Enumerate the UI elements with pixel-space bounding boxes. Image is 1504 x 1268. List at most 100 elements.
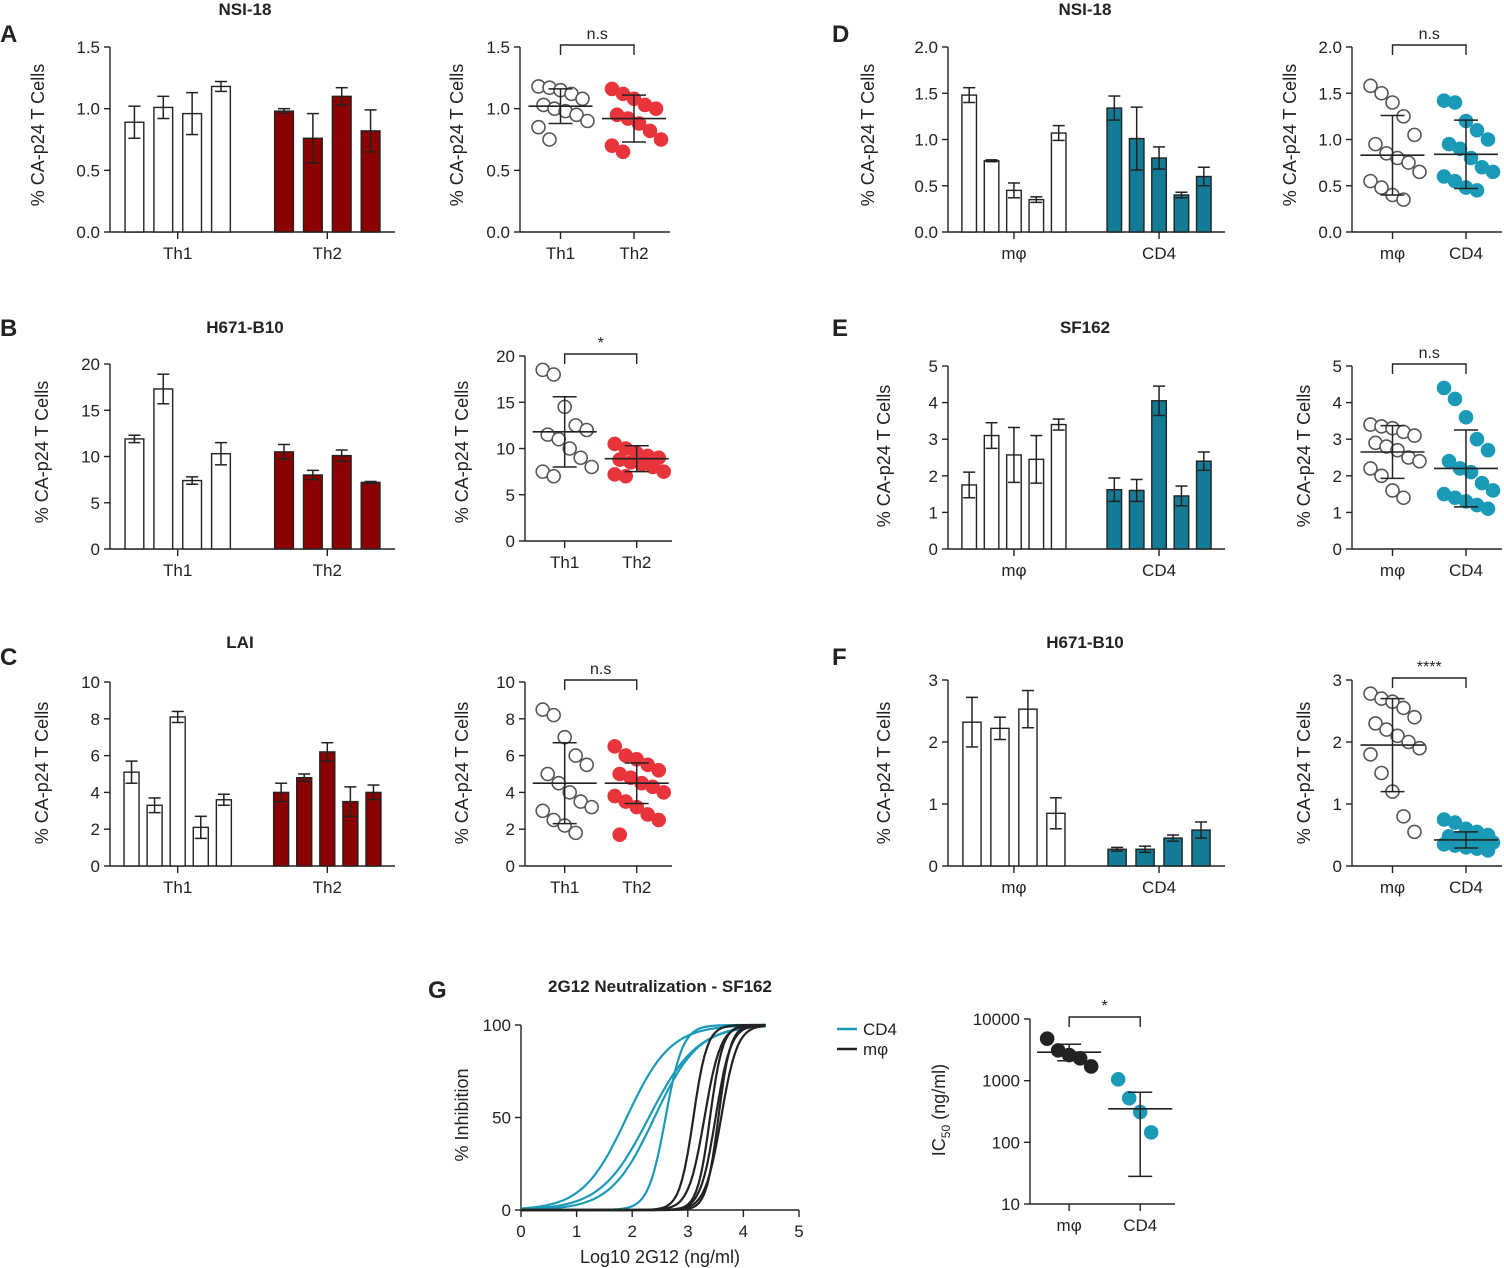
- y-tick-label: 5: [91, 494, 100, 513]
- y-tick-label: 0.5: [914, 177, 938, 196]
- y-tick-label: 1000: [982, 1072, 1020, 1091]
- y-tick-label: 0.0: [76, 223, 100, 242]
- chart-title: SF162: [1060, 318, 1110, 337]
- y-tick-label: 0.0: [1318, 223, 1342, 242]
- bar: [210, 453, 232, 550]
- y-tick-label: 50: [492, 1109, 511, 1128]
- data-point: [651, 812, 667, 828]
- x-tick-label: mφ: [1001, 878, 1026, 897]
- y-tick-label: 6: [506, 747, 515, 766]
- data-point: [615, 144, 631, 160]
- x-tick-label: Th1: [550, 553, 579, 572]
- bar: [146, 804, 163, 867]
- panel-e-scatter: % CA-p24 T Cells 0 1 2 3 4 5 mφ CD4 n.s: [1294, 345, 1502, 580]
- data-point: [1396, 700, 1411, 716]
- y-tick-label: 0: [91, 857, 100, 876]
- x-tick-label: CD4: [1142, 244, 1176, 263]
- series-line: [521, 1023, 766, 1212]
- y-tick-label: 0: [506, 532, 515, 551]
- data-point: [1480, 501, 1496, 517]
- panel-label: B: [0, 315, 17, 342]
- data-point: [1441, 453, 1457, 469]
- x-tick-label: Th2: [622, 553, 651, 572]
- y-tick-label: 0: [506, 857, 515, 876]
- data-point: [1374, 468, 1389, 484]
- data-point: [1412, 164, 1427, 180]
- y-tick-label: 4: [929, 394, 938, 413]
- bar: [331, 95, 352, 233]
- data-point: [1396, 109, 1411, 124]
- y-axis-label: % Inhibition: [452, 1068, 472, 1161]
- data-point: [1469, 431, 1485, 447]
- y-tick-label: 5: [929, 357, 938, 376]
- bar: [273, 451, 295, 550]
- panel-f-scatter: % CA-p24 T Cells 0 1 2 3 mφ CD4 ****: [1294, 659, 1502, 897]
- data-point: [1363, 461, 1378, 476]
- significance-label: n.s: [1419, 345, 1440, 362]
- y-tick-label: 3: [929, 671, 938, 690]
- bar: [123, 771, 140, 867]
- panel-d: D NSI-18 % CA-p24 T Cells 0.0 0.5 1.0 1.5 2.…: [832, 0, 1225, 263]
- x-tick-label: Th1: [163, 878, 192, 897]
- data-point: [1374, 180, 1389, 195]
- data-point: [1447, 95, 1463, 110]
- x-axis-label: Log10 2G12 (ng/ml): [580, 1247, 740, 1267]
- data-point: [546, 707, 561, 723]
- data-point: [1447, 391, 1463, 407]
- y-tick-label: 0.5: [76, 161, 100, 180]
- data-point: [1072, 1051, 1088, 1066]
- y-tick-label: 1.0: [76, 100, 100, 119]
- bar: [1151, 400, 1168, 550]
- data-point: [569, 107, 584, 123]
- y-tick-label: 5: [506, 486, 515, 505]
- data-point: [1121, 1090, 1137, 1106]
- data-point: [1474, 475, 1490, 491]
- y-tick-label: 4: [506, 783, 515, 802]
- data-point: [604, 138, 620, 153]
- bar: [1018, 708, 1038, 867]
- y-axis-label: % CA-p24 T Cells: [874, 702, 894, 844]
- data-point: [612, 827, 628, 843]
- panel-label: C: [0, 644, 17, 671]
- y-tick-label: 2: [1333, 733, 1342, 752]
- y-tick-label: 3: [929, 430, 938, 449]
- x-tick-label: 5: [794, 1222, 803, 1241]
- y-axis-label: % CA-p24 T Cells: [1294, 702, 1314, 844]
- data-point: [557, 729, 572, 745]
- data-point: [1374, 765, 1389, 781]
- data-point: [1480, 132, 1496, 147]
- y-tick-label: 1.5: [1318, 84, 1342, 103]
- significance-label: n.s: [587, 26, 608, 43]
- y-tick-label: 20: [496, 347, 515, 366]
- y-tick-label: 4: [1333, 394, 1342, 413]
- x-tick-label: 1: [572, 1222, 581, 1241]
- panel-label: D: [832, 21, 849, 48]
- data-point: [584, 799, 599, 815]
- panel-b: B H671-B10 % CA-p24 T Cells 0 5 10 15 20 Th1 T…: [0, 315, 395, 580]
- bar: [331, 454, 352, 550]
- y-axis-label: % CA-p24 T Cells: [447, 64, 467, 206]
- y-tick-label: 2.0: [914, 38, 938, 57]
- x-tick-label: 4: [739, 1222, 748, 1241]
- y-axis-label: % CA-p24 T Cells: [1280, 64, 1300, 206]
- data-point: [562, 441, 577, 456]
- data-point: [642, 123, 658, 139]
- data-point: [573, 450, 588, 466]
- bar: [215, 799, 233, 867]
- data-point: [535, 803, 550, 819]
- data-point: [1401, 155, 1416, 170]
- bar: [1050, 423, 1067, 550]
- data-point: [1396, 490, 1411, 506]
- data-point: [651, 763, 667, 778]
- bar: [961, 94, 978, 233]
- y-tick-label: 10: [81, 673, 100, 692]
- data-point: [1480, 442, 1496, 458]
- data-point: [562, 785, 577, 800]
- panel-c: C LAI % CA-p24 T Cells 0 2 4 6 8 10 Th1 Th2: [0, 633, 395, 897]
- legend-label: mφ: [863, 1040, 888, 1059]
- data-point: [568, 825, 583, 841]
- y-tick-label: 10: [81, 448, 100, 467]
- x-tick-label: 3: [683, 1222, 692, 1241]
- bar: [1106, 107, 1123, 233]
